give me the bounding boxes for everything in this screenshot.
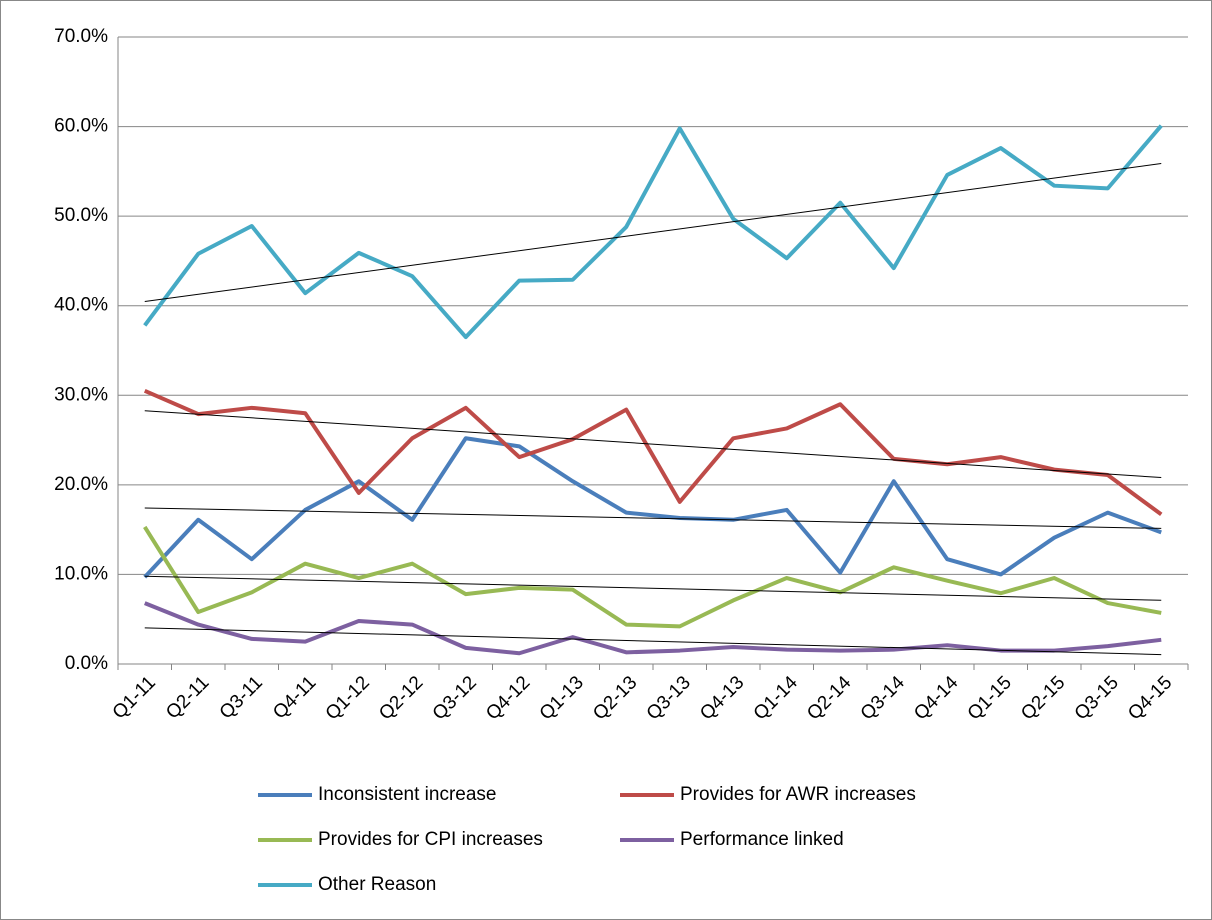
y-tick-label: 50.0%	[54, 205, 108, 226]
trend-line	[144, 410, 1162, 479]
series-line	[143, 525, 1162, 629]
trend-line	[144, 575, 1162, 601]
trend-line	[144, 507, 1162, 529]
legend-label: Provides for CPI increases	[318, 829, 543, 850]
legend-label: Inconsistent increase	[318, 784, 497, 805]
series-line	[143, 124, 1163, 340]
y-tick-label: 70.0%	[54, 26, 108, 47]
series-line	[143, 388, 1163, 517]
y-tick-label: 60.0%	[54, 116, 108, 137]
trend-line	[144, 163, 1162, 303]
legend-label: Other Reason	[318, 874, 436, 895]
legend-label: Provides for AWR increases	[680, 784, 916, 805]
y-tick-label: 40.0%	[54, 295, 108, 316]
y-tick-label: 20.0%	[54, 474, 108, 495]
legend-label: Performance linked	[680, 829, 844, 850]
series-line	[143, 436, 1162, 579]
y-tick-label: 0.0%	[65, 653, 108, 674]
y-tick-label: 30.0%	[54, 384, 108, 405]
y-tick-label: 10.0%	[54, 563, 108, 584]
trend-line	[144, 627, 1162, 656]
